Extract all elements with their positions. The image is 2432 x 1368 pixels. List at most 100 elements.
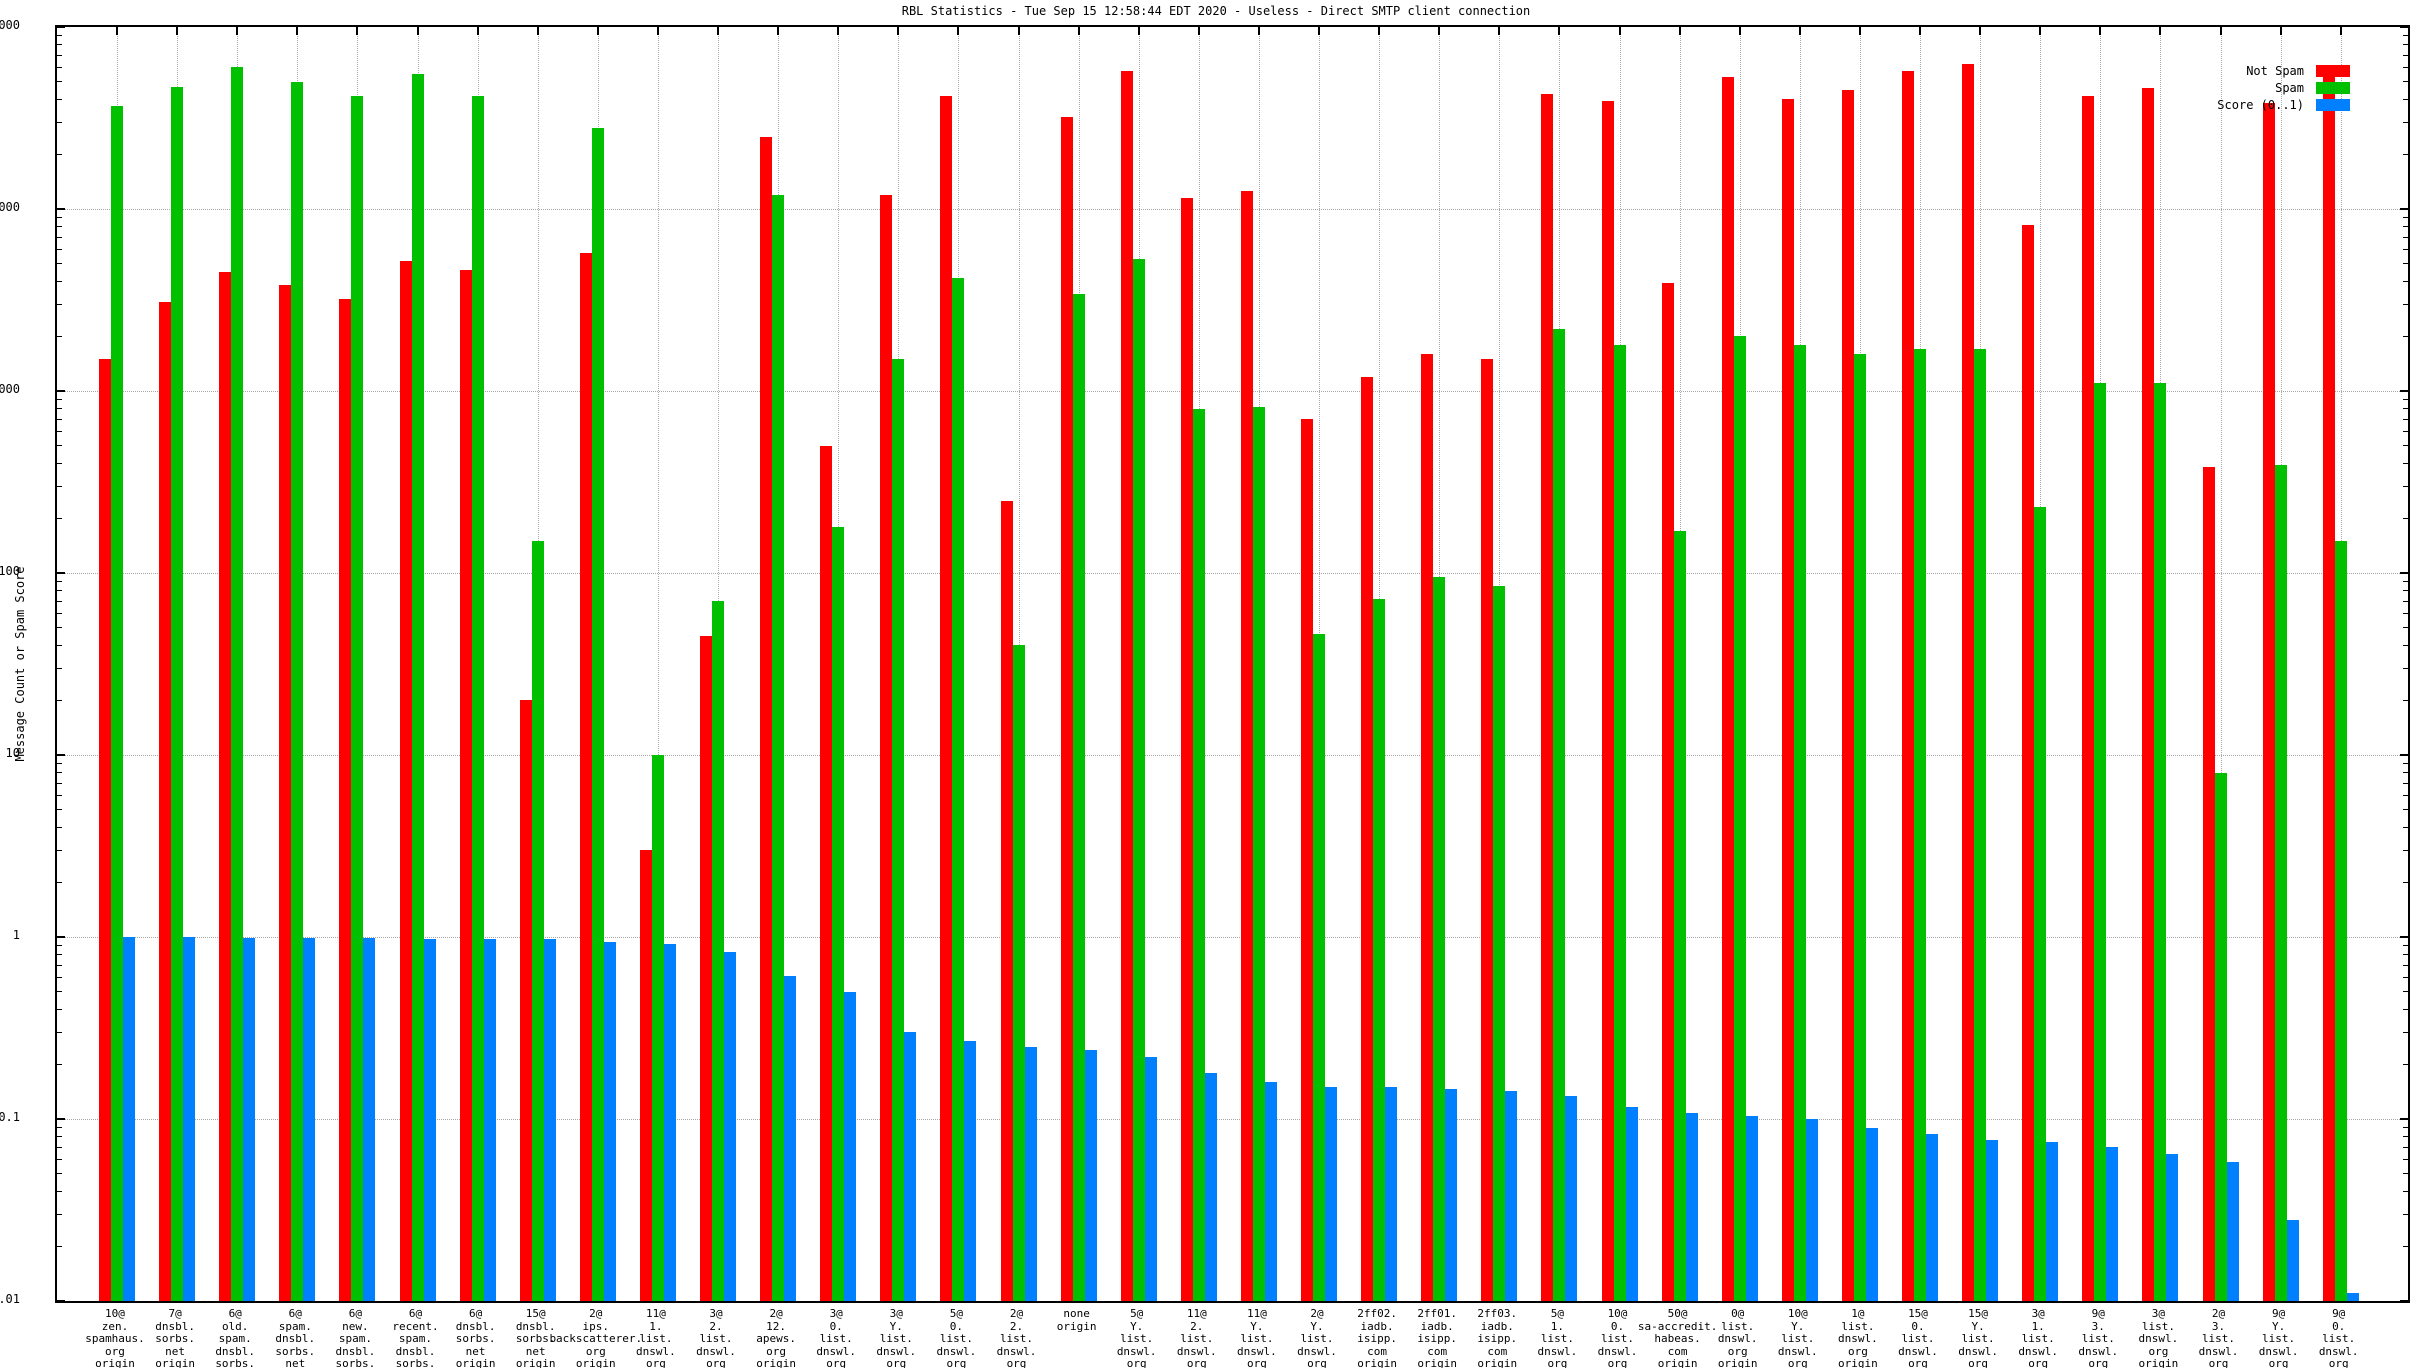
y-minor-tick	[2403, 809, 2408, 811]
x-tick	[1738, 27, 1741, 35]
y-minor-tick	[2403, 991, 2408, 993]
y-major-tick	[2400, 936, 2408, 938]
x-tick-label: 9@ 0. list. dnswl. org origin	[2318, 1307, 2359, 1368]
x-tick-label: 2@ 2. list. dnswl. org origin	[996, 1307, 1037, 1368]
y-minor-tick	[2403, 430, 2408, 432]
x-tick-label: 2@ 3. list. dnswl. org origin	[2198, 1307, 2239, 1368]
y-minor-tick	[57, 772, 62, 774]
x-tick	[717, 27, 719, 35]
y-minor-tick	[57, 849, 62, 851]
x-tick-label: 10@ 0. list. dnswl. org origin	[1597, 1307, 1638, 1368]
y-axis-label: Message Count or Spam Score	[13, 566, 27, 762]
bar-score-0-1-	[1385, 1087, 1398, 1301]
y-minor-tick	[2403, 849, 2408, 851]
y-minor-tick	[2403, 517, 2408, 519]
bar-spam	[1553, 328, 1566, 1301]
y-minor-tick	[2403, 445, 2408, 447]
y-major-tick	[2400, 1118, 2408, 1120]
y-minor-tick	[57, 667, 62, 669]
bar-spam	[171, 86, 184, 1301]
bar-score-0-1-	[1745, 1115, 1758, 1301]
y-minor-tick	[57, 445, 62, 447]
bar-score-0-1-	[1264, 1081, 1277, 1301]
y-minor-tick	[57, 1245, 62, 1247]
y-minor-tick	[57, 782, 62, 784]
y-minor-tick	[57, 600, 62, 602]
x-tick-label: 2ff01. iadb. isipp. com origin	[1417, 1307, 1458, 1368]
y-minor-tick	[2403, 782, 2408, 784]
bar-spam	[1793, 344, 1806, 1301]
y-minor-tick	[57, 1126, 62, 1128]
y-minor-tick	[2403, 1173, 2408, 1175]
x-tick	[1017, 27, 1020, 35]
y-minor-tick	[2403, 408, 2408, 410]
y-major-tick	[57, 26, 65, 28]
y-minor-tick	[2403, 54, 2408, 56]
x-tick	[1798, 27, 1801, 35]
y-minor-tick	[2403, 1190, 2408, 1192]
bar-not-spam	[639, 850, 652, 1301]
bar-score-0-1-	[2286, 1219, 2299, 1301]
horizontal-gridline	[57, 573, 2408, 574]
x-tick	[1257, 27, 1260, 35]
x-tick-label: 5@ 1. list. dnswl. org origin	[1537, 1307, 1578, 1368]
bar-score-0-1-	[844, 991, 857, 1301]
x-tick	[1558, 27, 1561, 35]
bar-not-spam	[1781, 99, 1794, 1301]
bar-not-spam	[820, 445, 833, 1301]
y-minor-tick	[57, 1158, 62, 1160]
legend-label: Score (0..1)	[2217, 98, 2304, 112]
x-tick-label: 9@ 3. list. dnswl. org origin	[2078, 1307, 2119, 1368]
x-tick	[1197, 27, 1200, 35]
horizontal-gridline	[57, 755, 2408, 756]
legend-entry: Score (0..1)	[2217, 97, 2350, 113]
x-tick	[176, 27, 179, 35]
bar-not-spam	[1120, 71, 1133, 1301]
bar-not-spam	[579, 253, 592, 1301]
bar-score-0-1-	[243, 937, 256, 1301]
bar-not-spam	[1841, 90, 1854, 1301]
y-tick-label: 100000	[0, 18, 20, 32]
y-minor-tick	[57, 1136, 62, 1138]
bar-score-0-1-	[1865, 1128, 1878, 1301]
y-minor-tick	[57, 699, 62, 701]
y-minor-tick	[2403, 881, 2408, 883]
y-minor-tick	[2403, 826, 2408, 828]
y-minor-tick	[2403, 248, 2408, 250]
y-minor-tick	[57, 881, 62, 883]
y-minor-tick	[57, 263, 62, 265]
y-minor-tick	[2403, 398, 2408, 400]
legend-entry: Not Spam	[2217, 63, 2350, 79]
y-minor-tick	[2403, 580, 2408, 582]
x-tick-label: 5@ 0. list. dnswl. org origin	[936, 1307, 977, 1368]
y-minor-tick	[2403, 1031, 2408, 1033]
x-tick-label: 3@ list. dnswl. org origin	[2138, 1307, 2179, 1368]
y-major-tick	[2400, 754, 2408, 756]
y-minor-tick	[2403, 1146, 2408, 1148]
bar-score-0-1-	[904, 1032, 917, 1301]
y-major-tick	[57, 1118, 65, 1120]
bar-score-0-1-	[1986, 1139, 1999, 1301]
y-major-tick	[2400, 572, 2408, 574]
x-tick	[777, 27, 780, 35]
bar-spam	[1313, 634, 1325, 1301]
x-tick	[1077, 27, 1080, 35]
bar-score-0-1-	[543, 939, 556, 1301]
bar-spam	[952, 277, 965, 1301]
x-tick-label: 3@ 1. list. dnswl. org origin	[2018, 1307, 2059, 1368]
y-minor-tick	[57, 98, 62, 100]
bar-score-0-1-	[2046, 1141, 2059, 1301]
bar-score-0-1-	[784, 976, 797, 1301]
bar-not-spam	[880, 194, 893, 1301]
bar-not-spam	[159, 301, 172, 1301]
bar-score-0-1-	[303, 937, 316, 1301]
bar-not-spam	[2262, 103, 2275, 1301]
bar-score-0-1-	[663, 944, 676, 1301]
x-tick-label: 11@ Y. list. dnswl. org origin	[1237, 1307, 1277, 1368]
x-tick-label: 2@ Y. list. dnswl. org origin	[1297, 1307, 1337, 1368]
bar-score-0-1-	[1685, 1112, 1698, 1301]
bar-spam	[2034, 507, 2047, 1301]
y-minor-tick	[2403, 1063, 2408, 1065]
y-minor-tick	[57, 644, 62, 646]
bar-not-spam	[99, 358, 111, 1301]
